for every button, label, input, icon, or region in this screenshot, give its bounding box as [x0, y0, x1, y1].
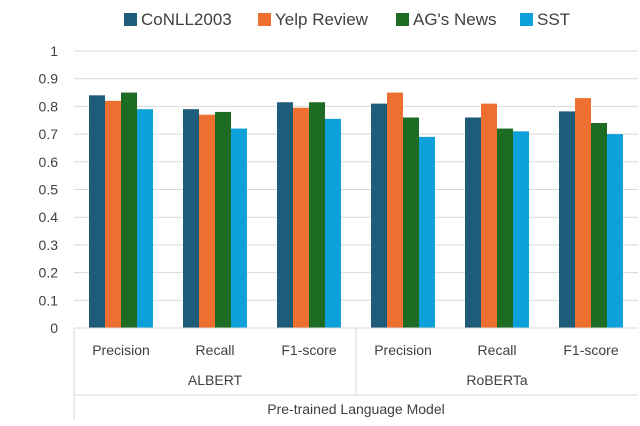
category-label: Precision	[374, 342, 432, 358]
y-tick-label: 0.5	[39, 182, 59, 198]
bar-conll2003-4	[465, 117, 481, 328]
y-axis-tick-labels: 0 0.1 0.2 0.3 0.4 0.5 0.6 0.7 0.8 0.9 1	[39, 43, 59, 336]
x-axis: Precision Recall F1-score Precision Recall F1…	[73, 327, 638, 420]
x-axis-title: Pre-trained Language Model	[267, 401, 444, 417]
legend-swatch	[124, 13, 137, 26]
legend-label: Yelp Review	[275, 10, 369, 29]
y-tick-label: 0.3	[39, 237, 59, 253]
bar-yelp-review-2	[293, 107, 309, 328]
bar-conll2003-1	[183, 109, 199, 328]
y-tick-label: 1	[50, 43, 58, 59]
legend-swatch	[520, 13, 533, 26]
bar-sst-3	[419, 136, 435, 328]
group-label: ALBERT	[188, 372, 243, 388]
bar-conll2003-2	[277, 102, 293, 329]
group-label: RoBERTa	[466, 372, 527, 388]
y-tick-label: 0.4	[39, 209, 59, 225]
legend-swatch	[396, 13, 409, 26]
legend-label: CoNLL2003	[141, 10, 232, 29]
bar-yelp-review-5	[575, 98, 591, 328]
legend-label: AG's News	[413, 10, 497, 29]
y-tick-label: 0.2	[39, 265, 59, 281]
legend: CoNLL2003 Yelp Review AG's News SST	[124, 10, 570, 29]
bar-conll2003-0	[89, 95, 105, 328]
bar-sst-2	[325, 118, 341, 329]
bar-yelp-review-4	[481, 103, 497, 328]
bar-sst-1	[231, 128, 247, 328]
y-tick-label: 0.1	[39, 292, 59, 308]
category-label: Precision	[92, 342, 150, 358]
y-tick-label: 0	[50, 320, 58, 336]
bar-sst-4	[513, 131, 529, 328]
legend-swatch	[258, 13, 271, 26]
category-label: F1-score	[563, 342, 618, 358]
bar-ag-s-news-4	[497, 128, 513, 328]
bar-yelp-review-3	[387, 92, 403, 328]
bar-conll2003-3	[371, 103, 387, 328]
bars	[89, 92, 623, 329]
y-tick-label: 0.9	[39, 71, 59, 87]
bar-conll2003-5	[559, 111, 575, 328]
bar-ag-s-news-3	[403, 117, 419, 328]
bar-ag-s-news-5	[591, 123, 607, 329]
y-tick-label: 0.7	[39, 126, 59, 142]
bar-ag-s-news-0	[121, 92, 137, 328]
bar-yelp-review-1	[199, 114, 215, 329]
bar-sst-0	[137, 109, 153, 328]
bar-sst-5	[607, 134, 623, 328]
y-tick-label: 0.6	[39, 154, 59, 170]
bar-ag-s-news-1	[215, 111, 231, 328]
bar-ag-s-news-2	[309, 102, 325, 329]
bar-yelp-review-0	[105, 100, 121, 328]
category-label: Recall	[196, 342, 235, 358]
gridlines	[74, 50, 638, 329]
category-label: F1-score	[281, 342, 336, 358]
y-tick-label: 0.8	[39, 98, 59, 114]
legend-label: SST	[537, 10, 570, 29]
category-label: Recall	[478, 342, 517, 358]
